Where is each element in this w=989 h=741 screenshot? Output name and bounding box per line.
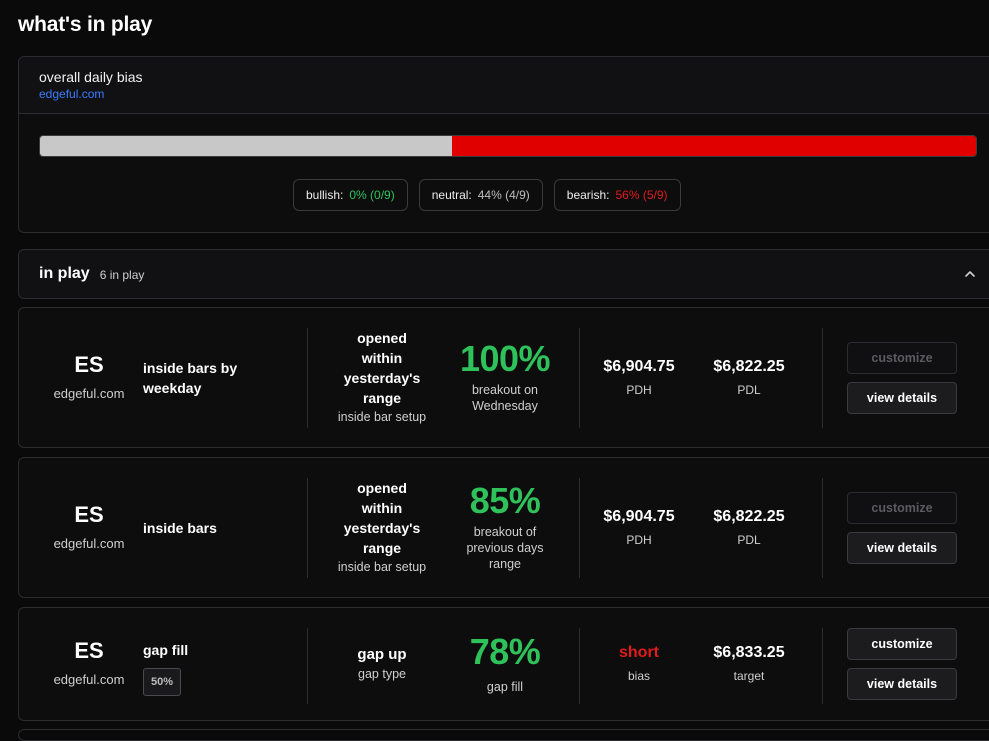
bullish-value: 0% (0/9)	[349, 188, 395, 202]
card-ticker: ES	[74, 502, 104, 527]
card-level-pdh-label: PDH	[626, 533, 652, 547]
card-setup-name: inside bars	[143, 520, 217, 536]
card-setup-name: gap fill 50%	[143, 640, 273, 696]
divider	[579, 628, 580, 704]
neutral-value: 44% (4/9)	[477, 188, 530, 202]
card-probability-label: breakout on Wednesday	[471, 383, 539, 413]
divider	[307, 628, 308, 704]
card-condition-type: gap type	[358, 667, 406, 681]
view-details-button[interactable]: view details	[847, 382, 957, 414]
card-probability: 78%	[469, 631, 541, 672]
divider	[822, 478, 823, 578]
card-probability: 85%	[469, 480, 541, 521]
customize-button[interactable]: customize	[847, 342, 957, 374]
neutral-chip: neutral: 44% (4/9)	[418, 179, 543, 211]
bias-bar	[39, 135, 977, 157]
card-source: edgeful.com	[53, 536, 125, 551]
bias-bar-bearish-segment	[451, 136, 976, 156]
divider	[307, 478, 308, 578]
card-probability-label: breakout of previous days range	[466, 525, 544, 571]
card-condition-type: inside bar setup	[337, 560, 427, 574]
in-play-title: in play	[39, 265, 90, 282]
customize-button[interactable]: customize	[847, 492, 957, 524]
card-source: edgeful.com	[53, 672, 125, 687]
card-ticker: ES	[74, 352, 104, 377]
daily-bias-header: overall daily bias edgeful.com	[19, 57, 989, 114]
in-play-header[interactable]: in play 6 in play	[18, 249, 989, 299]
card-level-pdl: $6,822.25	[713, 358, 785, 375]
bias-bar-neutral-segment	[40, 136, 452, 156]
divider	[307, 328, 308, 428]
card-level-pdh: $6,904.75	[603, 508, 675, 525]
bearish-label: bearish:	[566, 188, 610, 202]
card-level-pdl-label: PDL	[737, 533, 761, 547]
card-target: $6,833.25	[713, 644, 785, 661]
card-setup-title: gap fill	[143, 642, 189, 658]
next-card-edge	[18, 729, 989, 741]
in-play-count: 6 in play	[99, 268, 145, 282]
daily-bias-source-link[interactable]: edgeful.com	[39, 87, 105, 101]
card-level-pdh: $6,904.75	[603, 358, 675, 375]
bullish-chip: bullish: 0% (0/9)	[293, 179, 408, 211]
bias-chips: bullish: 0% (0/9) neutral: 44% (4/9) bea…	[293, 179, 681, 211]
card-bias-label: bias	[627, 669, 650, 683]
card-setup-badge: 50%	[143, 668, 182, 696]
card-level-pdh-label: PDH	[626, 383, 652, 397]
card-condition-type: inside bar setup	[337, 410, 427, 424]
in-play-card: ES edgeful.com gap fill 50% gap up gap t…	[18, 607, 989, 721]
card-setup-name: inside bars by weekday	[143, 360, 238, 396]
divider	[822, 628, 823, 704]
card-condition: opened within yesterday's range	[343, 480, 421, 556]
divider	[579, 328, 580, 428]
bullish-label: bullish:	[306, 188, 344, 202]
card-condition: opened within yesterday's range	[343, 330, 421, 406]
bearish-chip: bearish: 56% (5/9)	[553, 179, 681, 211]
card-bias: short	[619, 644, 659, 661]
divider	[822, 328, 823, 428]
customize-button[interactable]: customize	[847, 628, 957, 660]
daily-bias-title: overall daily bias	[39, 69, 143, 85]
card-source: edgeful.com	[53, 386, 125, 401]
card-condition: gap up	[357, 646, 407, 663]
neutral-label: neutral:	[431, 188, 472, 202]
in-play-card: ES edgeful.com inside bars by weekday op…	[18, 307, 989, 448]
daily-bias-panel: overall daily bias edgeful.com bullish: …	[18, 56, 989, 233]
card-ticker: ES	[74, 638, 104, 663]
chevron-up-icon[interactable]	[963, 267, 977, 281]
card-probability: 100%	[459, 338, 551, 379]
in-play-card: ES edgeful.com inside bars opened within…	[18, 457, 989, 598]
view-details-button[interactable]: view details	[847, 668, 957, 700]
card-target-label: target	[733, 669, 765, 683]
card-level-pdl-label: PDL	[737, 383, 761, 397]
divider	[579, 478, 580, 578]
view-details-button[interactable]: view details	[847, 532, 957, 564]
page-title: what's in play	[18, 13, 153, 36]
bearish-value: 56% (5/9)	[615, 188, 668, 202]
card-level-pdl: $6,822.25	[713, 508, 785, 525]
card-probability-label: gap fill	[486, 680, 524, 694]
